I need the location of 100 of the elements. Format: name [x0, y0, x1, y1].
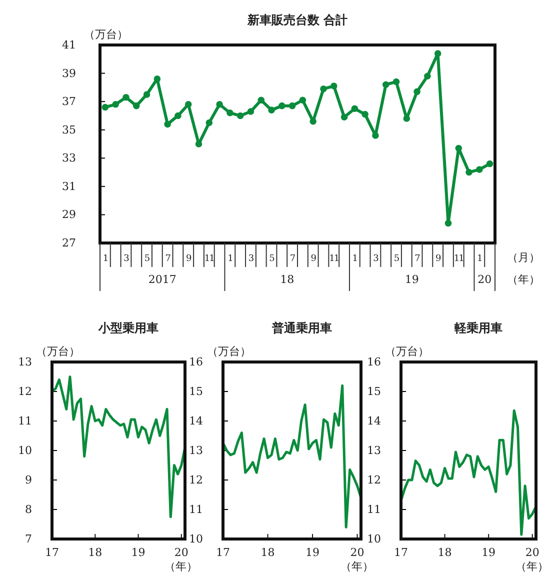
point	[424, 72, 431, 80]
point	[143, 91, 150, 98]
point	[486, 160, 494, 168]
point	[184, 101, 192, 108]
y-tick-label: 39	[62, 66, 76, 80]
x-tick-label: 5	[394, 254, 400, 264]
x-axis-title: （月）	[507, 251, 540, 264]
chart-title: 小型乗用車	[98, 321, 158, 335]
x-tick-label: 17	[45, 546, 59, 559]
point	[330, 82, 338, 90]
chart-title: 新車販売台数 合計	[246, 13, 348, 27]
text: 18	[280, 273, 294, 286]
x-tick-label: 7	[290, 254, 296, 264]
y-axis-title: （万台）	[207, 345, 251, 358]
point	[382, 81, 390, 88]
y-tick-label: 7	[25, 532, 32, 546]
point	[112, 101, 119, 108]
point	[206, 119, 213, 126]
point	[132, 102, 140, 110]
y-tick-label: 13	[18, 356, 32, 369]
x-tick-label: 7	[414, 254, 421, 264]
point	[195, 140, 202, 148]
point	[216, 101, 223, 108]
y-tick-label: 12	[367, 474, 381, 487]
text: 20	[478, 273, 492, 286]
point	[236, 112, 244, 120]
line-series	[50, 376, 186, 518]
chart-title: 軽乗用車	[454, 321, 502, 335]
y-tick-label: 13	[189, 444, 203, 458]
x-tick-label: 19	[482, 546, 496, 559]
point	[247, 108, 254, 115]
x-tick-label: 20	[174, 546, 188, 559]
x-tick-label: 11	[329, 254, 339, 264]
point	[466, 168, 472, 176]
y-tick-label: 8	[25, 503, 32, 516]
x-tick-label: 17	[394, 546, 408, 559]
x-tick-label: 3	[373, 254, 380, 264]
y-tick-label: 11	[18, 414, 32, 428]
y-tick-label: 9	[25, 474, 32, 487]
x-tick-label: 20	[525, 546, 540, 559]
y-tick-label: 37	[62, 95, 76, 108]
point	[268, 106, 275, 114]
x-tick-label: 5	[144, 254, 150, 264]
x-tick-label: 18	[260, 546, 275, 559]
text: 2017	[148, 273, 176, 286]
x-tick-label: 3	[124, 254, 130, 264]
y-tick-label: 12	[189, 474, 203, 487]
point	[351, 105, 358, 112]
point	[362, 110, 368, 118]
x-tick-label: 9	[310, 254, 317, 264]
x-tick-label: 1	[228, 254, 233, 264]
y-tick-label: 15	[367, 385, 381, 398]
y-tick-label: 10	[18, 444, 32, 458]
chart-title: 普通乗用車	[271, 321, 332, 335]
text: （年）	[507, 273, 540, 286]
y-tick-label: 16	[189, 356, 203, 369]
x-axis-title: （年）	[516, 560, 544, 573]
point	[288, 102, 296, 110]
y-tick-label: 29	[62, 208, 76, 222]
point	[403, 115, 410, 122]
text: 19	[404, 273, 419, 286]
point	[320, 85, 327, 92]
y-axis-title: （万台）	[84, 28, 128, 41]
point	[258, 96, 265, 104]
point	[299, 96, 306, 104]
x-axis-title: （年）	[164, 560, 198, 573]
point	[226, 110, 234, 116]
y-axis-title: （万台）	[36, 345, 80, 358]
y-tick-label: 14	[367, 414, 381, 428]
y-axis-title: （万台）	[385, 345, 429, 358]
x-tick-label: 18	[438, 546, 452, 559]
x-tick-label: 9	[435, 254, 442, 264]
x-tick-label: 1	[102, 254, 108, 264]
point	[434, 50, 442, 57]
point	[164, 120, 171, 128]
x-tick-label: 1	[352, 254, 358, 264]
point	[154, 76, 161, 82]
y-tick-label: 14	[189, 414, 203, 428]
y-tick-label: 10	[367, 532, 381, 546]
x-tick-label: 3	[248, 254, 254, 264]
y-tick-label: 13	[367, 444, 381, 458]
x-tick-label: 20	[350, 546, 364, 559]
x-tick-label: 19	[306, 546, 320, 559]
y-tick-label: 16	[367, 356, 381, 369]
x-tick-label: 11	[204, 254, 214, 264]
point	[278, 102, 286, 110]
y-tick-label: 11	[367, 503, 381, 516]
x-tick-label: 18	[88, 546, 102, 559]
line-series	[222, 384, 362, 528]
x-tick-label: 5	[269, 254, 276, 264]
point	[392, 78, 400, 86]
x-tick-label: 17	[216, 546, 230, 559]
y-tick-label: 27	[62, 236, 76, 250]
line-series	[400, 409, 538, 536]
x-tick-label: 11	[454, 254, 464, 264]
y-tick-label: 35	[62, 123, 76, 136]
y-tick-label: 12	[18, 385, 32, 398]
point	[102, 104, 109, 111]
x-axis-title: （年）	[340, 560, 374, 573]
y-tick-label: 15	[189, 385, 203, 398]
